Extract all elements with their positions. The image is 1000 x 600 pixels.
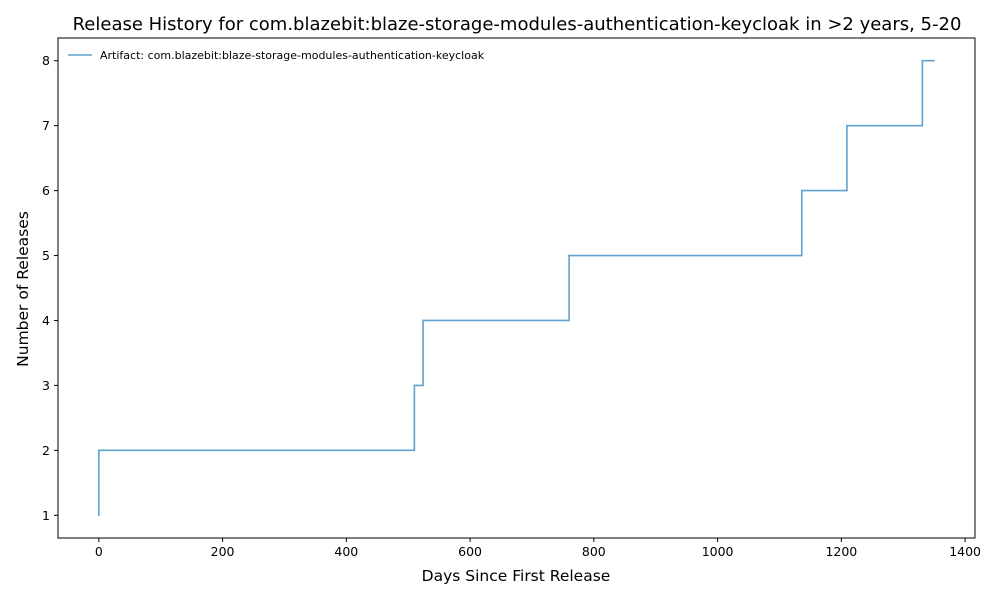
plot-frame bbox=[57, 37, 976, 539]
y-axis-ticks: 1 2 3 4 5 6 7 8 bbox=[42, 53, 58, 523]
x-axis-ticks: 0 200 400 600 800 1000 1200 1400 bbox=[95, 538, 981, 559]
x-tick-label: 1400 bbox=[949, 544, 981, 559]
legend: Artifact: com.blazebit:blaze-storage-mod… bbox=[68, 49, 485, 62]
data-point bbox=[98, 449, 100, 452]
data-point bbox=[921, 59, 924, 62]
plot-area: 0 200 400 600 800 1000 1200 1400 1 2 3 4 5 6 7 8 bbox=[42, 37, 981, 559]
series-data-points bbox=[98, 59, 935, 517]
x-tick-label: 200 bbox=[211, 544, 235, 559]
y-tick-label: 2 bbox=[42, 443, 50, 458]
y-tick-label: 7 bbox=[42, 118, 50, 133]
data-point bbox=[800, 189, 803, 192]
x-axis-label: Days Since First Release bbox=[422, 567, 611, 585]
x-tick-label: 400 bbox=[334, 544, 358, 559]
y-tick-label: 6 bbox=[42, 183, 50, 198]
data-point bbox=[413, 384, 416, 387]
y-tick-label: 5 bbox=[42, 248, 50, 263]
x-tick-label: 600 bbox=[458, 544, 482, 559]
data-point bbox=[933, 59, 935, 62]
y-tick-label: 4 bbox=[42, 313, 50, 328]
data-point bbox=[98, 514, 100, 517]
y-axis-label: Number of Releases bbox=[14, 211, 32, 367]
data-point bbox=[846, 124, 848, 127]
x-tick-label: 0 bbox=[95, 544, 103, 559]
y-tick-label: 8 bbox=[42, 53, 50, 68]
chart-title: Release History for com.blazebit:blaze-s… bbox=[73, 14, 962, 35]
data-point bbox=[568, 254, 570, 257]
series-step-line bbox=[98, 59, 935, 516]
y-tick-label: 3 bbox=[42, 378, 50, 393]
x-tick-label: 800 bbox=[582, 544, 606, 559]
y-tick-label: 1 bbox=[42, 508, 50, 523]
legend-label: Artifact: com.blazebit:blaze-storage-mod… bbox=[100, 49, 485, 62]
data-point bbox=[422, 319, 424, 322]
x-tick-label: 1200 bbox=[825, 544, 857, 559]
x-tick-label: 1000 bbox=[702, 544, 734, 559]
